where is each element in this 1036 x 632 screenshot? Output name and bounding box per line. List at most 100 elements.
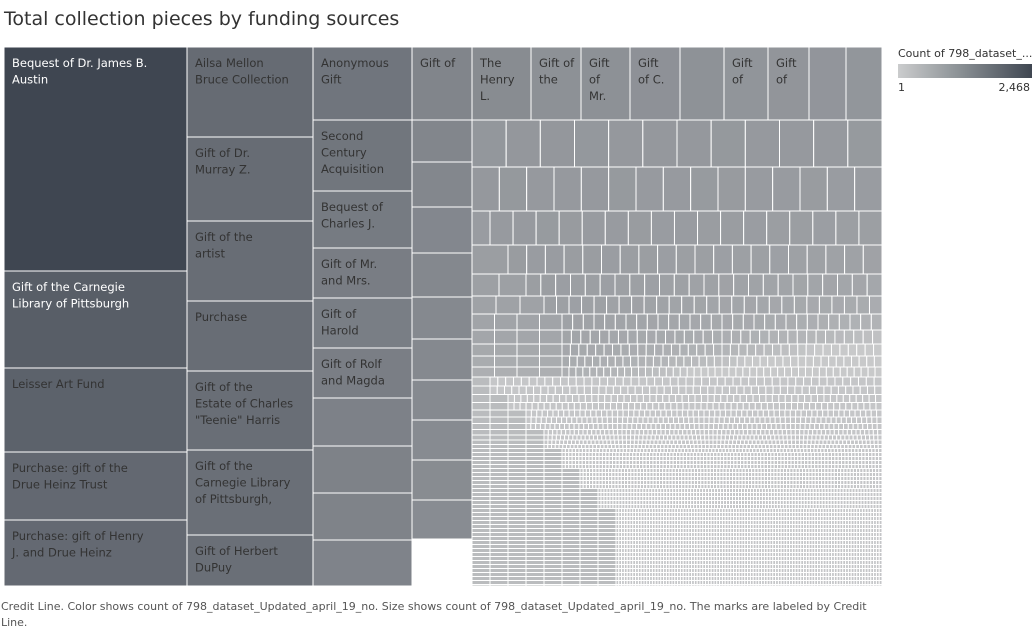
treemap-small-cell-880[interactable]: [525, 429, 545, 436]
treemap-small-cell-597[interactable]: [617, 409, 624, 418]
treemap-small-cell-895[interactable]: [601, 434, 607, 441]
treemap-small-cell-2355[interactable]: [525, 492, 545, 497]
treemap-small-cell-1174[interactable]: [639, 448, 645, 453]
treemap-small-cell-88[interactable]: [584, 273, 601, 297]
treemap-small-cell-1180[interactable]: [660, 448, 665, 453]
treemap-small-cell-1580[interactable]: [662, 464, 667, 469]
treemap-small-cell-40[interactable]: [744, 166, 774, 212]
treemap-small-cell-201[interactable]: [815, 329, 827, 345]
treemap-small-cell-1186[interactable]: [680, 448, 686, 453]
treemap-small-cell-529[interactable]: [585, 402, 593, 411]
treemap-small-cell-1648[interactable]: [525, 464, 545, 469]
treemap-small-cell-319[interactable]: [693, 366, 702, 378]
treemap-small-cell-76[interactable]: [750, 244, 771, 275]
treemap-small-cell-153[interactable]: [700, 313, 712, 331]
treemap-small-cell-798[interactable]: [507, 423, 527, 430]
treemap-small-cell-301[interactable]: [568, 366, 577, 378]
treemap-small-cell-335[interactable]: [804, 366, 813, 378]
treemap-small-cell-1087[interactable]: [656, 444, 661, 449]
treemap-small-cell-723[interactable]: [530, 423, 537, 430]
treemap-small-cell-246[interactable]: [847, 343, 858, 357]
treemap-small-cell-329[interactable]: [763, 366, 772, 378]
treemap-small-cell-479[interactable]: [655, 394, 664, 403]
treemap-small-cell-1166[interactable]: [612, 448, 617, 453]
treemap-small-cell-209[interactable]: [494, 329, 518, 345]
treemap-small-cell-1583[interactable]: [672, 464, 678, 469]
treemap-small-cell-1292[interactable]: [702, 452, 708, 457]
treemap-small-cell-1543[interactable]: [874, 460, 880, 465]
treemap-small-cell-1412[interactable]: [770, 456, 775, 461]
treemap-small-cell-1429[interactable]: [827, 456, 832, 461]
treemap-small-cell-1034[interactable]: [806, 439, 812, 445]
treemap-small-cell-800[interactable]: [547, 429, 554, 436]
treemap-small-cell-3383[interactable]: [561, 532, 581, 537]
treemap-small-cell-495[interactable]: [758, 394, 767, 403]
treemap-small-cell-1577[interactable]: [652, 464, 657, 469]
treemap-small-cell-1200[interactable]: [728, 448, 733, 453]
treemap-small-cell-4414[interactable]: [579, 572, 599, 577]
treemap-small-cell-1378[interactable]: [655, 456, 661, 461]
treemap-small-cell-1093[interactable]: [678, 444, 684, 449]
treemap-small-cell-945[interactable]: [807, 434, 813, 441]
treemap-small-cell-273[interactable]: [706, 355, 715, 368]
treemap-small-cell-899[interactable]: [617, 434, 623, 441]
treemap-small-cell-367[interactable]: [622, 376, 632, 387]
treemap-small-cell-1334[interactable]: [844, 452, 849, 457]
treemap-small-cell-935[interactable]: [766, 434, 772, 441]
treemap-small-cell-833[interactable]: [690, 429, 697, 436]
treemap-small-cell-2864[interactable]: [489, 512, 509, 517]
treemap-small-cell-610[interactable]: [687, 409, 694, 418]
treemap-small-cell-873[interactable]: [864, 429, 870, 436]
treemap-small-cell-84[interactable]: [525, 273, 542, 297]
treemap-small-cell-18[interactable]: [471, 119, 507, 168]
treemap-small-cell-1548[interactable]: [525, 460, 545, 465]
treemap-small-cell-1359[interactable]: [591, 456, 597, 461]
treemap-small-cell-376[interactable]: [693, 376, 703, 387]
treemap-small-cell-1342[interactable]: [871, 452, 876, 457]
treemap-small-cell-972[interactable]: [563, 439, 569, 445]
treemap-small-cell-136[interactable]: [868, 295, 882, 315]
treemap-small-cell-1450[interactable]: [561, 460, 566, 465]
treemap-small-cell-915[interactable]: [683, 434, 689, 441]
treemap-small-cell-3995[interactable]: [878, 556, 882, 561]
treemap-small-cell-1525[interactable]: [814, 460, 819, 465]
treemap-small-cell-1545[interactable]: [471, 460, 491, 465]
treemap-small-cell-882[interactable]: [547, 434, 553, 441]
treemap-small-cell-1164[interactable]: [605, 448, 611, 453]
treemap-small-cell-1219[interactable]: [792, 448, 798, 453]
treemap-small-cell-1111[interactable]: [746, 444, 752, 449]
treemap-small-cell-4517[interactable]: [579, 576, 599, 581]
treemap-small-cell-44[interactable]: [854, 166, 882, 212]
treemap-small-cell-601[interactable]: [638, 409, 646, 418]
treemap-small-cell-1447[interactable]: [507, 456, 527, 461]
treemap-small-cell-886[interactable]: [564, 434, 570, 441]
treemap-small-cell-1226[interactable]: [816, 448, 822, 453]
treemap-small-cell-321[interactable]: [707, 366, 716, 378]
treemap-small-cell-1593[interactable]: [706, 464, 711, 469]
treemap-small-cell-4001[interactable]: [561, 556, 581, 561]
treemap-small-cell-186[interactable]: [674, 329, 685, 345]
treemap-small-cell-2765[interactable]: [561, 508, 581, 513]
treemap-small-cell-163[interactable]: [806, 313, 819, 331]
treemap-small-cell-429[interactable]: [692, 385, 702, 395]
treemap-small-cell-595[interactable]: [606, 409, 613, 418]
treemap-small-cell-804[interactable]: [565, 429, 571, 436]
treemap-small-cell-1584[interactable]: [676, 464, 681, 469]
treemap-small-cell-694[interactable]: [754, 416, 761, 424]
treemap-small-cell-1075[interactable]: [611, 444, 616, 449]
treemap-small-cell-538[interactable]: [640, 402, 648, 411]
treemap-small-cell-20[interactable]: [539, 119, 575, 168]
treemap-small-cell-3071[interactable]: [507, 520, 527, 525]
treemap-small-cell-1007[interactable]: [700, 439, 706, 445]
treemap-small-cell-1002[interactable]: [681, 439, 686, 445]
treemap-small-cell-476[interactable]: [636, 394, 644, 403]
treemap-small-cell-1320[interactable]: [797, 452, 802, 457]
treemap-small-cell-2255[interactable]: [561, 488, 581, 493]
treemap-small-cell-817[interactable]: [621, 429, 627, 436]
treemap-small-cell-418[interactable]: [612, 385, 622, 395]
treemap-small-cell-1092[interactable]: [674, 444, 680, 449]
treemap-small-cell-448[interactable]: [830, 385, 839, 395]
treemap-small-cell-1125[interactable]: [798, 444, 804, 449]
treemap-small-cell-926[interactable]: [728, 434, 735, 441]
treemap-small-cell-226[interactable]: [679, 343, 689, 357]
